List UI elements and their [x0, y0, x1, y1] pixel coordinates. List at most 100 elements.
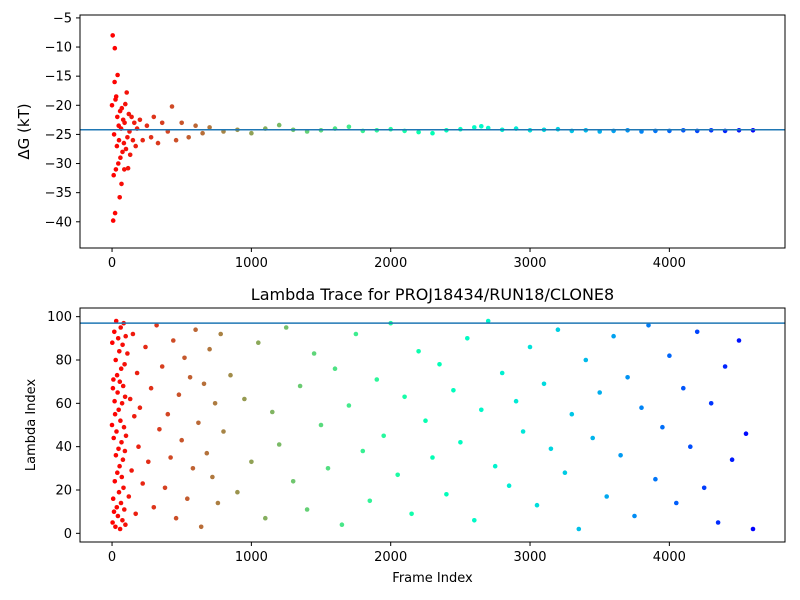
- delta-g-point: [119, 105, 125, 111]
- lambda-trace-point: [218, 331, 223, 337]
- delta-g-point: [115, 72, 120, 78]
- lambda-trace-point: [604, 494, 609, 499]
- delta-g-point: [193, 123, 198, 128]
- lambda-trace-point: [117, 463, 122, 469]
- delta-g-x-tick-label: 2000: [374, 256, 407, 271]
- delta-g-y-axis-label: ΔG (kT): [15, 103, 33, 159]
- lambda-trace-point: [116, 407, 121, 413]
- delta-g-point: [112, 210, 118, 216]
- delta-g-points: [109, 33, 756, 223]
- lambda-trace-point: [119, 474, 125, 480]
- lambda-trace-point: [122, 507, 127, 512]
- lambda-trace-point: [374, 377, 380, 382]
- lambda-trace-point: [204, 450, 210, 456]
- delta-g-point: [111, 172, 116, 178]
- lambda-trace-point: [304, 507, 310, 512]
- lambda-trace-point: [611, 333, 616, 339]
- lambda-trace-point: [179, 437, 184, 443]
- lambda-trace-point: [111, 435, 116, 441]
- delta-g-point: [430, 130, 435, 136]
- lambda-trace-point: [176, 392, 182, 398]
- lambda-trace-point: [118, 325, 123, 330]
- lambda-trace-point: [715, 520, 721, 525]
- lambda-trace-point: [569, 411, 575, 417]
- lambda-trace-point: [729, 457, 735, 463]
- lambda-trace-x-ticks: 0 1000 2000 3000 4000: [108, 542, 686, 565]
- lambda-trace-point: [122, 448, 128, 454]
- lambda-trace-point: [201, 381, 207, 387]
- lambda-trace-point: [297, 383, 303, 389]
- delta-g-x-ticks: 0 1000 2000 3000 4000: [108, 248, 686, 271]
- lambda-trace-point: [215, 500, 221, 506]
- lambda-trace-y-tick-label: 100: [47, 310, 72, 325]
- delta-g-x-tick-label: 1000: [235, 256, 268, 271]
- lambda-trace-point: [130, 331, 136, 337]
- lambda-trace-point: [513, 398, 519, 404]
- lambda-trace-point: [360, 448, 366, 454]
- delta-g-point: [132, 120, 137, 126]
- lambda-trace-point: [123, 522, 128, 527]
- delta-g-point: [111, 132, 117, 137]
- lambda-trace-point: [114, 505, 120, 510]
- lambda-trace-point: [708, 401, 714, 406]
- lambda-trace-point: [154, 323, 159, 328]
- lambda-trace-point: [674, 500, 679, 506]
- delta-g-point: [140, 137, 145, 143]
- lambda-trace-point: [193, 327, 198, 333]
- lambda-trace-x-axis-label: Frame Index: [392, 571, 473, 586]
- delta-g-point: [179, 120, 184, 126]
- delta-g-y-tick-label: −20: [45, 99, 72, 114]
- lambda-trace-point: [416, 349, 421, 354]
- delta-g-point: [110, 33, 115, 38]
- lambda-trace-point: [527, 344, 533, 350]
- delta-g-y-tick-label: −15: [45, 70, 72, 85]
- delta-g-point: [276, 122, 282, 128]
- lambda-trace-point: [133, 511, 138, 517]
- delta-g-y-ticks: −40 −35 −30 −25 −20 −15 −10 −5: [45, 11, 80, 230]
- lambda-trace-point: [137, 405, 143, 411]
- lambda-trace-point: [113, 524, 118, 530]
- lambda-trace-point: [576, 526, 582, 532]
- lambda-trace-point: [117, 349, 122, 354]
- lambda-trace-point: [136, 444, 141, 450]
- lambda-trace-point: [159, 364, 165, 369]
- lambda-trace-point: [116, 446, 121, 452]
- lambda-trace-point: [235, 489, 240, 495]
- lambda-trace-point: [117, 379, 123, 385]
- lambda-trace-point: [325, 466, 331, 471]
- lambda-trace-points: [109, 318, 756, 532]
- lambda-trace-point: [118, 418, 123, 424]
- lambda-trace-point: [263, 515, 268, 521]
- delta-g-point: [479, 124, 484, 129]
- lambda-trace-point: [409, 511, 414, 517]
- lambda-trace-point: [165, 411, 171, 417]
- delta-g-y-tick-label: −10: [45, 41, 72, 56]
- lambda-trace-point: [555, 327, 561, 333]
- delta-g-x-tick-label: 4000: [653, 256, 686, 271]
- delta-g-point: [116, 161, 121, 166]
- lambda-trace-point: [694, 329, 700, 335]
- lambda-trace-point: [129, 468, 134, 473]
- lambda-trace-point: [157, 427, 162, 432]
- delta-g-point: [116, 137, 122, 143]
- lambda-trace-point: [120, 342, 125, 348]
- lambda-trace-axes-frame: [79, 307, 786, 543]
- lambda-trace-y-tick-label: 60: [55, 397, 72, 412]
- lambda-trace-point: [437, 362, 442, 367]
- lambda-trace-point: [140, 481, 145, 486]
- lambda-trace-point: [688, 444, 693, 450]
- lambda-trace-point: [110, 520, 115, 525]
- lambda-trace-point: [465, 336, 470, 341]
- lambda-trace-point: [185, 496, 190, 502]
- lambda-trace-point: [112, 329, 117, 335]
- lambda-trace-point: [346, 403, 352, 408]
- lambda-trace-y-tick-label: 80: [55, 354, 72, 369]
- lambda-trace-point: [121, 485, 126, 491]
- lambda-trace-point: [207, 346, 212, 352]
- delta-g-point: [124, 90, 129, 95]
- lambda-trace-point: [423, 418, 428, 424]
- lambda-trace-point: [112, 479, 118, 484]
- delta-g-point: [346, 124, 352, 130]
- delta-g-point: [121, 140, 127, 146]
- lambda-trace-point: [562, 470, 568, 476]
